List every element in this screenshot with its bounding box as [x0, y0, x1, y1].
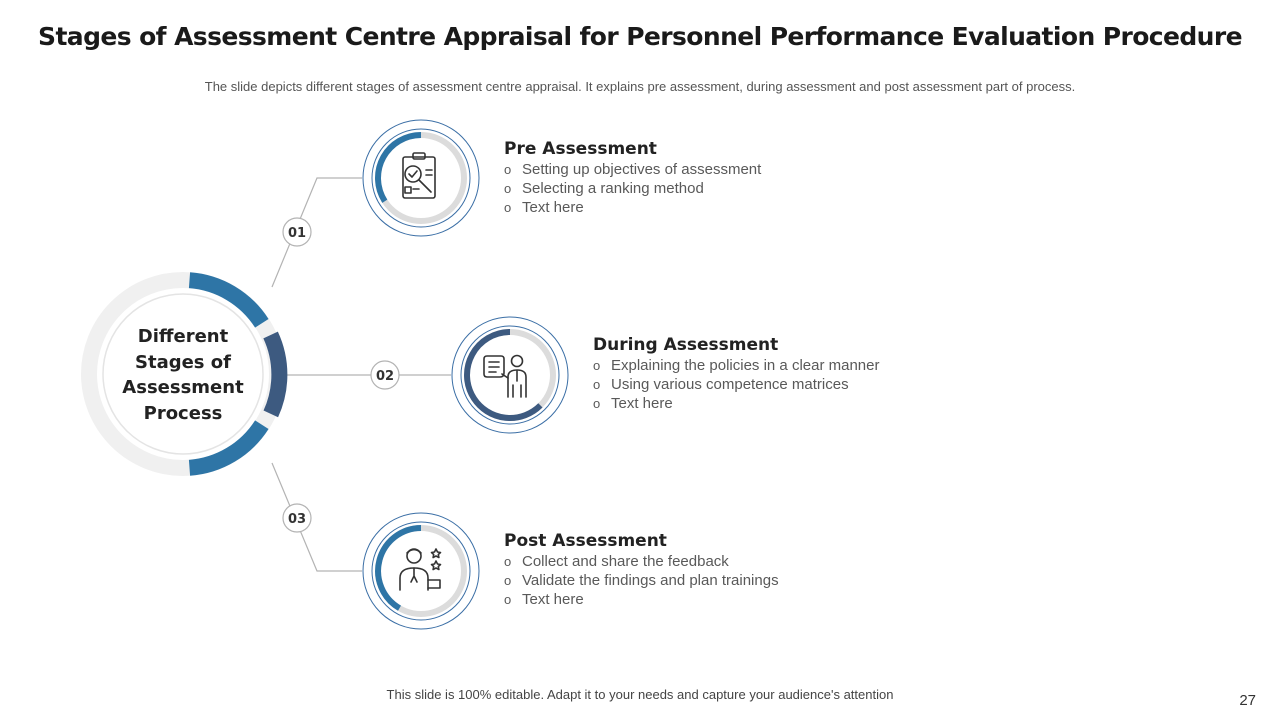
list-item: o Text here	[504, 590, 779, 609]
center-line-4: Process	[143, 402, 223, 424]
stage-03-arc	[375, 525, 422, 611]
badge-03-number: 03	[288, 512, 306, 527]
center-hub	[81, 272, 288, 476]
bullet-marker: o	[504, 181, 512, 196]
stage-02-circle	[451, 316, 569, 434]
bullet-marker: o	[593, 358, 601, 373]
list-item-text: Setting up objectives of assessment	[522, 161, 762, 178]
list-item-text: Text here	[522, 199, 584, 216]
stage-01-list: o Setting up objectives of assessment o Se…	[504, 160, 761, 217]
list-item: o Setting up objectives of assessment	[504, 160, 761, 179]
badge-02: 02	[370, 360, 400, 390]
slide-subtitle: The slide depicts different stages of as…	[204, 79, 1076, 94]
badge-02-number: 02	[376, 369, 394, 384]
footer-note: This slide is 100% editable. Adapt it to…	[386, 687, 894, 702]
center-line-2: Stages of	[135, 351, 231, 373]
list-item: o Selecting a ranking method	[504, 179, 761, 198]
list-item: o Validate the findings and plan training…	[504, 571, 779, 590]
list-item: o Explaining the policies in a clear mann…	[593, 356, 879, 375]
list-item: o Text here	[504, 198, 761, 217]
bullet-marker: o	[504, 592, 512, 607]
list-item-text: Collect and share the feedback	[522, 553, 729, 570]
slide-title: Stages of Assessment Centre Appraisal fo…	[38, 22, 1242, 51]
center-line-1: Different	[137, 326, 229, 347]
stage-03-text: Post Assessment o Collect and share the f…	[504, 531, 779, 609]
bullet-marker: o	[593, 396, 601, 411]
stage-01-arc	[375, 132, 422, 203]
hub-arc-03	[188, 420, 269, 476]
list-item: o Text here	[593, 394, 879, 413]
center-label: Different Stages of Assessment Process	[104, 324, 262, 426]
center-disc	[102, 293, 264, 455]
stage-01-title: Pre Assessment	[504, 139, 657, 159]
stage-01-text: Pre Assessment o Setting up objectives of…	[504, 139, 761, 217]
center-line-3: Assessment	[122, 377, 244, 398]
hub-arc-02	[263, 331, 288, 418]
bullet-marker: o	[504, 573, 512, 588]
bullet-marker: o	[593, 377, 601, 392]
badge-03: 03	[282, 503, 312, 533]
list-item-text: Using various competence matrices	[611, 376, 849, 393]
connector-01	[271, 177, 362, 288]
badge-01: 01	[282, 217, 312, 247]
list-item-text: Text here	[522, 591, 584, 608]
stage-03-list: o Collect and share the feedback o Validat…	[504, 552, 779, 609]
bullet-marker: o	[504, 200, 512, 215]
list-item: o Using various competence matrices	[593, 375, 879, 394]
bullet-marker: o	[504, 554, 512, 569]
list-item-text: Validate the findings and plan trainings	[522, 572, 779, 589]
presenter-document-icon	[483, 354, 527, 398]
clipboard-magnifier-icon	[402, 152, 436, 199]
stage-02-text: During Assessment o Explaining the polici…	[593, 335, 879, 413]
list-item-text: Selecting a ranking method	[522, 180, 704, 197]
bullet-marker: o	[504, 162, 512, 177]
stage-02-list: o Explaining the policies in a clear mann…	[593, 356, 879, 413]
connector-lines	[271, 177, 451, 572]
list-item-text: Explaining the policies in a clear manne…	[611, 357, 880, 374]
hub-arc-01	[188, 272, 269, 328]
page-number: 27	[1239, 692, 1256, 709]
list-item-text: Text here	[611, 395, 673, 412]
stage-03-circle	[362, 512, 480, 630]
connector-03	[271, 462, 362, 572]
list-item: o Collect and share the feedback	[504, 552, 779, 571]
stage-01-circle	[362, 119, 480, 237]
stage-02-arc	[464, 329, 543, 421]
employee-rating-stars-icon	[399, 548, 442, 591]
badge-01-number: 01	[288, 226, 306, 241]
stage-03-title: Post Assessment	[504, 531, 667, 551]
stage-02-title: During Assessment	[593, 335, 779, 355]
